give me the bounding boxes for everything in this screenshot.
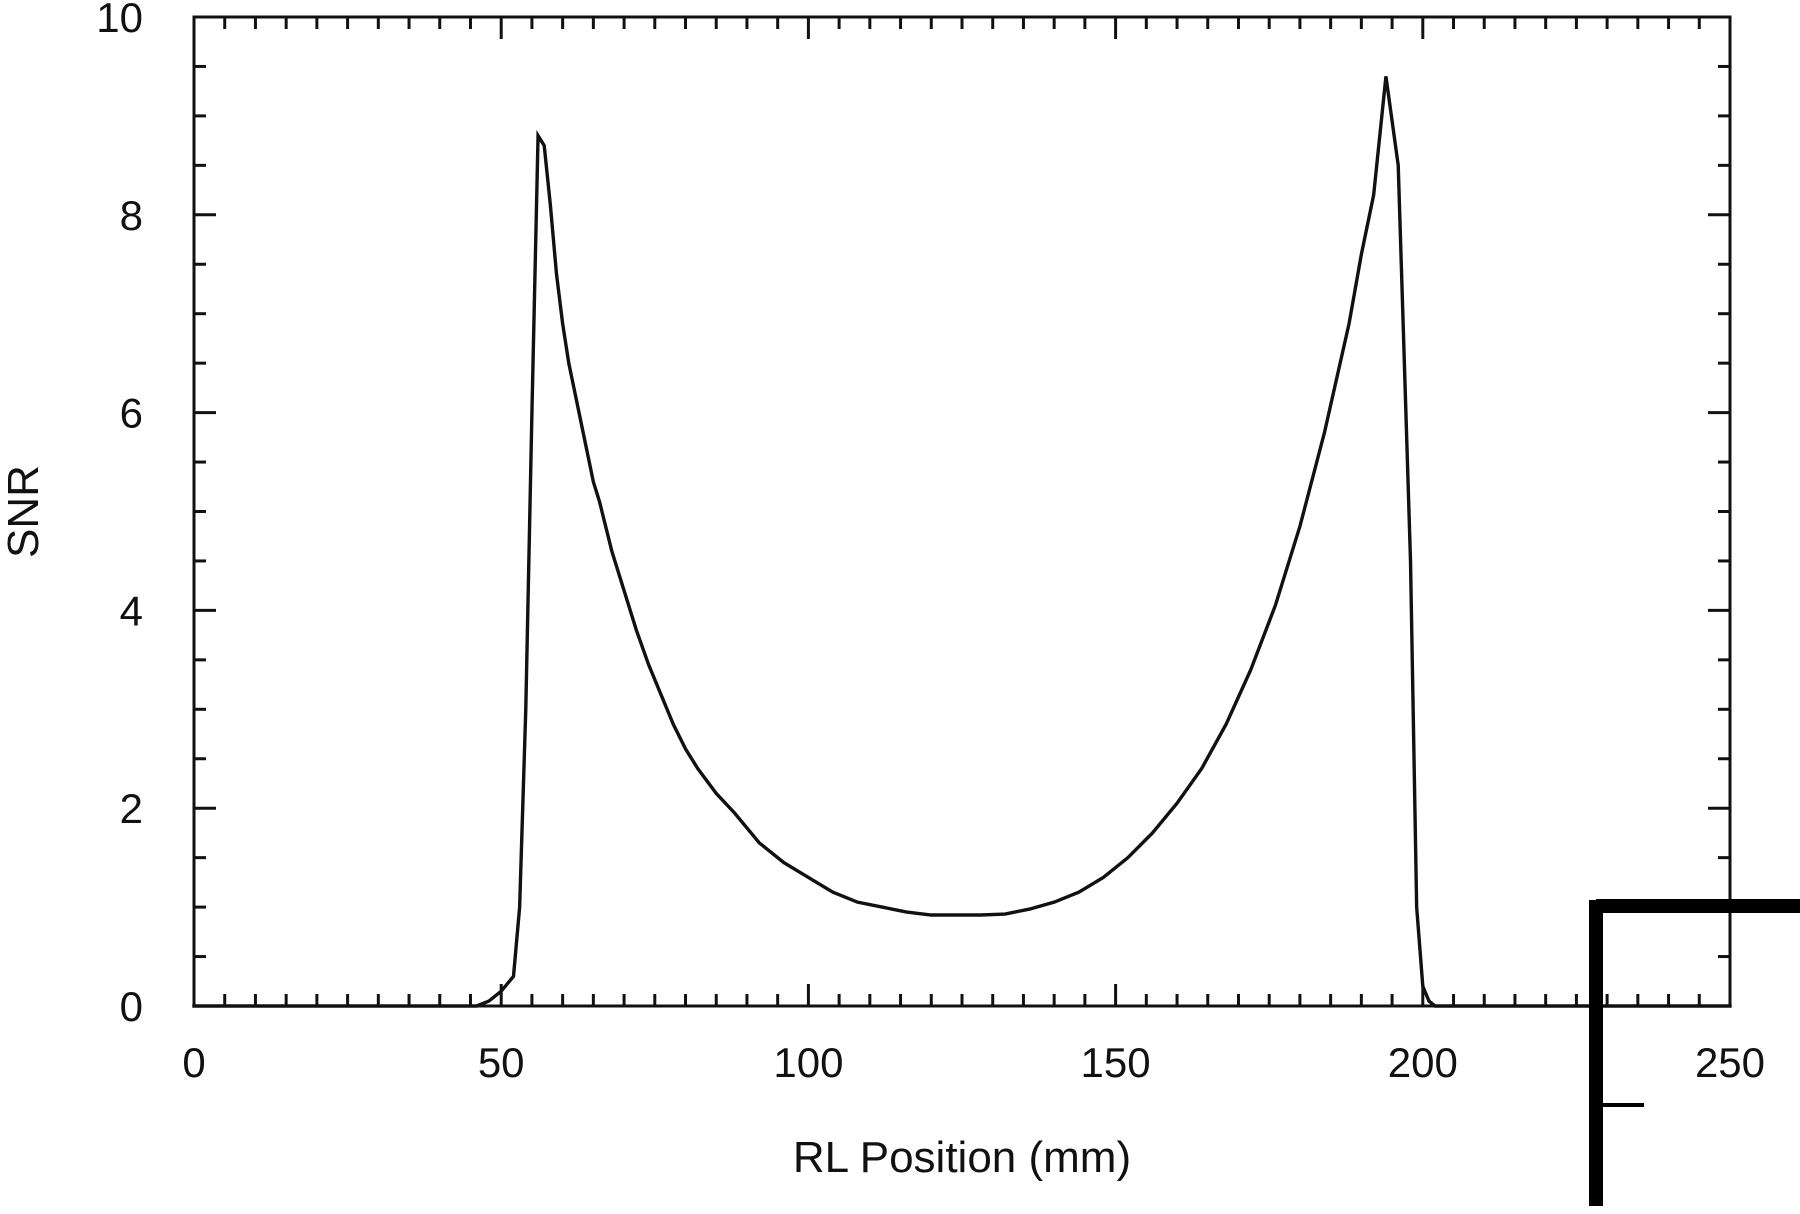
x-tick-label: 150 (1081, 1039, 1151, 1086)
x-axis-title: RL Position (mm) (793, 1133, 1131, 1182)
x-tick-label: 50 (478, 1039, 525, 1086)
snr-series-line (192, 76, 1732, 1008)
tick-layer: 0 50 100 150 200 250 0 2 4 6 8 10 (96, 0, 1765, 1086)
x-tick-label: 100 (773, 1039, 843, 1086)
y-axis-title: SNR (0, 465, 48, 558)
y-tick-label: 2 (120, 785, 143, 832)
y-tick-label: 8 (120, 192, 143, 239)
x-tick-label: 0 (182, 1039, 205, 1086)
y-tick-label: 0 (120, 983, 143, 1030)
corner-registration-mark (1589, 899, 1800, 1206)
y-tick-label: 4 (120, 587, 143, 634)
y-tick-label: 10 (96, 0, 143, 41)
x-tick-label: 250 (1695, 1039, 1765, 1086)
y-tick-label: 6 (120, 390, 143, 437)
x-tick-label: 200 (1388, 1039, 1458, 1086)
